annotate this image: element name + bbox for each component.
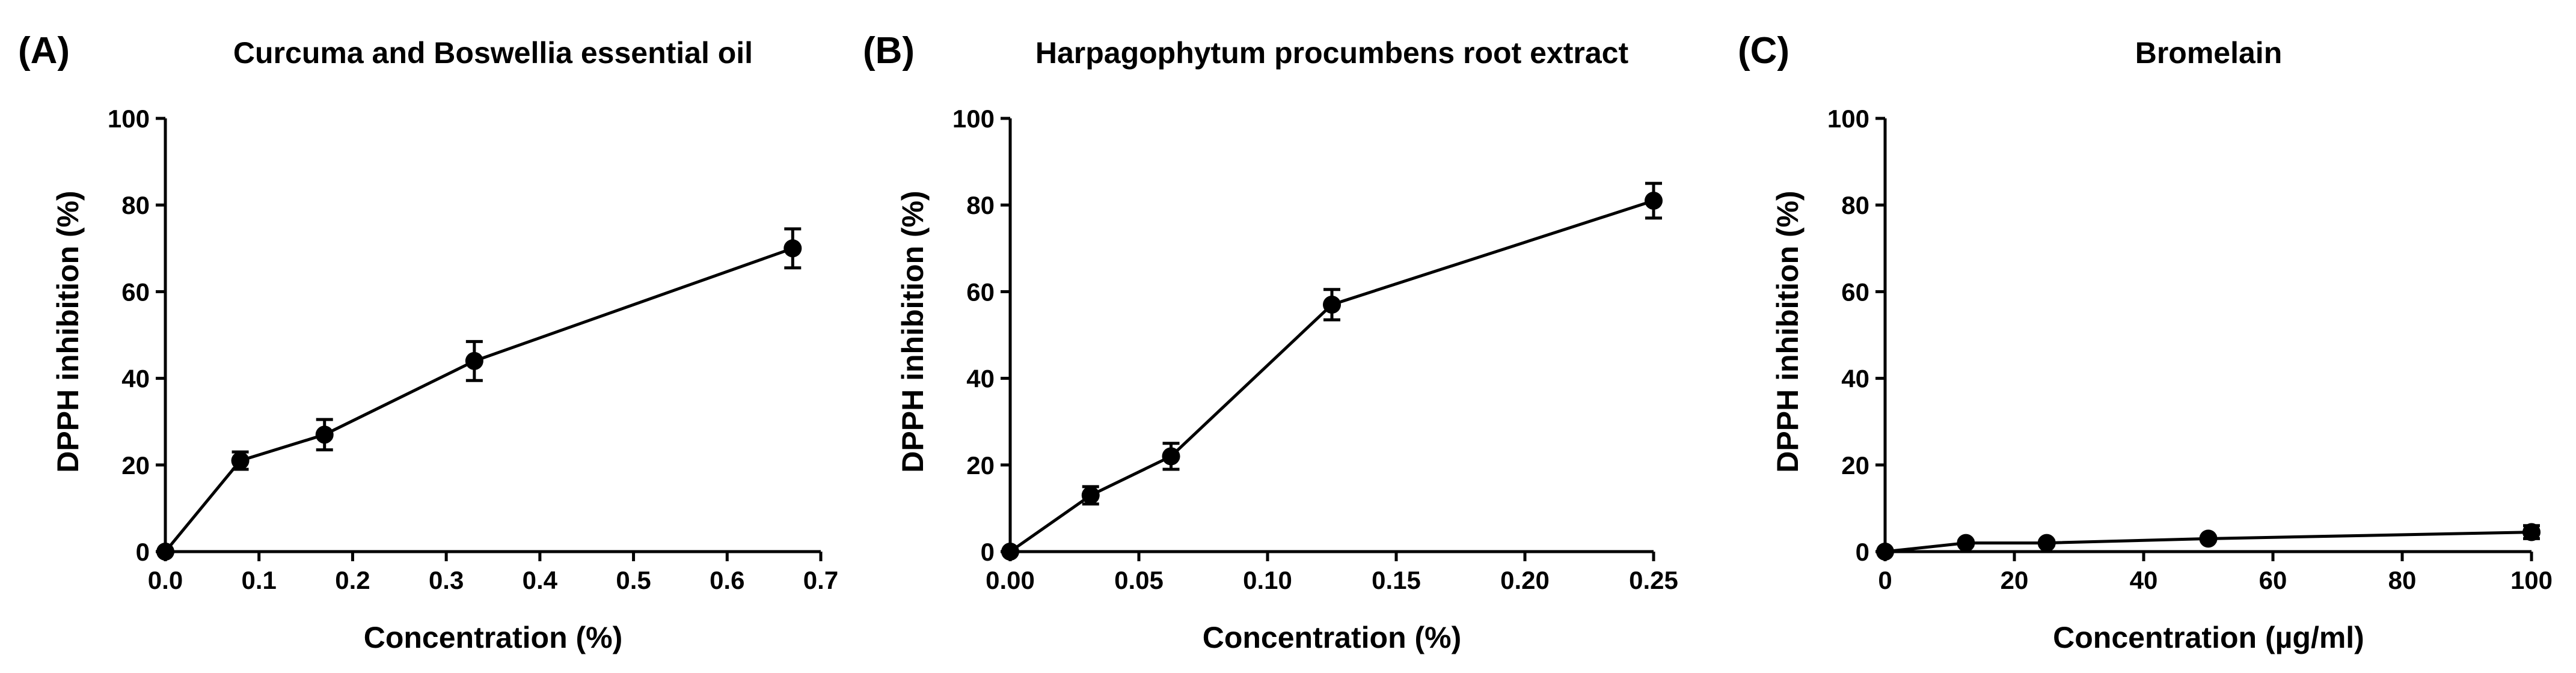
panel-b-x-tick-label: 0.00 xyxy=(986,566,1035,594)
panel-a-y-tick-label: 80 xyxy=(121,191,150,219)
panel-b-x-tick-label: 0.20 xyxy=(1500,566,1550,594)
panel-a-y-tick-label: 60 xyxy=(121,278,150,306)
panel-b: (B) Harpagophytum procumbens root extrac… xyxy=(863,30,1678,654)
panel-c-y-tick-label: 100 xyxy=(1827,105,1869,133)
panel-a-x-tick-label: 0.7 xyxy=(803,566,838,594)
panel-c-x-axis-label: Concentration (µg/ml) xyxy=(2053,621,2364,654)
panel-b-x-tick-label: 0.10 xyxy=(1243,566,1292,594)
panel-a-x-tick-label: 0.6 xyxy=(710,566,744,594)
panel-a-y-tick-label: 20 xyxy=(121,451,150,480)
panel-b-data-point xyxy=(1081,486,1100,505)
panel-b-y-tick-label: 0 xyxy=(981,538,995,566)
panel-c-y-tick-label: 40 xyxy=(1841,365,1869,393)
panel-c-x-tick-label: 60 xyxy=(2259,566,2287,594)
panel-a: (A) Curcuma and Boswellia essential oil … xyxy=(18,30,838,654)
panel-b-title: Harpagophytum procumbens root extract xyxy=(1035,36,1629,70)
panel-c-x-tick-label: 40 xyxy=(2130,566,2158,594)
panel-b-x-tick-label: 0.15 xyxy=(1372,566,1421,594)
panel-a-x-axis-label: Concentration (%) xyxy=(364,621,623,654)
panel-c-ticks: 0 20 40 60 80 100 0 20 40 60 80 100 xyxy=(1827,105,2553,594)
panel-a-x-tick-label: 0.5 xyxy=(616,566,651,594)
panel-b-data-point xyxy=(1645,191,1663,210)
panel-a-data-point xyxy=(315,425,334,444)
panel-c-y-axis-label: DPPH inhibition (%) xyxy=(1771,190,1805,472)
panel-b-x-axis-label: Concentration (%) xyxy=(1203,621,1462,654)
panel-a-title: Curcuma and Boswellia essential oil xyxy=(233,36,753,70)
panel-c-x-tick-label: 20 xyxy=(2001,566,2029,594)
panel-b-data-point xyxy=(1162,447,1180,466)
panel-c-series xyxy=(1876,523,2541,561)
panel-c-x-tick-label: 0 xyxy=(1878,566,1892,594)
panel-c-data-point xyxy=(1876,543,1894,561)
panel-c-data-point xyxy=(2037,534,2056,552)
panel-b-x-tick-label: 0.05 xyxy=(1114,566,1164,594)
panel-c-data-point xyxy=(1957,534,1975,552)
panel-c-x-tick-label: 80 xyxy=(2388,566,2417,594)
panel-c-title: Bromelain xyxy=(2135,36,2283,70)
panel-a-data-point xyxy=(231,451,250,470)
panel-b-data-point xyxy=(1323,296,1341,314)
panel-c: (C) Bromelain DPPH inhibition (%) Concen… xyxy=(1738,30,2553,654)
panel-a-y-tick-label: 0 xyxy=(136,538,150,566)
panel-b-y-tick-label: 20 xyxy=(966,451,995,480)
panel-a-data-point xyxy=(156,543,174,561)
panel-c-y-tick-label: 20 xyxy=(1841,451,1869,480)
panel-a-y-tick-label: 40 xyxy=(121,365,150,393)
panel-a-x-tick-label: 0.3 xyxy=(429,566,464,594)
panel-a-x-tick-label: 0.2 xyxy=(335,566,370,594)
panel-c-y-tick-label: 60 xyxy=(1841,278,1869,306)
panel-a-x-tick-label: 0.0 xyxy=(148,566,183,594)
panel-a-ticks: 0 20 40 60 80 100 0.0 0.1 0.2 0.3 0.4 0.5 0.6 0.7 xyxy=(108,105,838,594)
panel-b-letter: (B) xyxy=(863,30,915,72)
panel-b-series-line xyxy=(1009,199,1654,553)
panel-b-y-tick-label: 80 xyxy=(966,191,995,219)
panel-c-y-tick-label: 80 xyxy=(1841,191,1869,219)
panel-c-letter: (C) xyxy=(1738,30,1789,72)
panel-c-data-point xyxy=(2522,523,2541,541)
panel-a-letter: (A) xyxy=(18,30,70,72)
panel-a-x-tick-label: 0.1 xyxy=(242,566,277,594)
panel-a-y-tick-label: 100 xyxy=(108,105,150,133)
panel-a-series-line xyxy=(164,246,794,553)
panel-a-y-axis-label: DPPH inhibition (%) xyxy=(51,190,85,472)
panel-a-series xyxy=(156,227,802,561)
panel-b-y-axis-label: DPPH inhibition (%) xyxy=(896,190,930,472)
panel-b-y-tick-label: 100 xyxy=(952,105,995,133)
panel-a-data-point xyxy=(784,239,802,258)
panel-b-x-tick-label: 0.25 xyxy=(1629,566,1678,594)
panel-c-x-tick-label: 100 xyxy=(2510,566,2553,594)
panel-b-y-tick-label: 60 xyxy=(966,278,995,306)
panel-b-y-tick-label: 40 xyxy=(966,365,995,393)
panel-c-data-point xyxy=(2199,529,2218,548)
panel-b-axes xyxy=(1008,118,1654,553)
panel-b-series xyxy=(1001,181,1663,561)
panel-b-data-point xyxy=(1001,543,1019,561)
panel-a-data-point xyxy=(465,352,483,370)
panel-a-x-tick-label: 0.4 xyxy=(523,566,558,594)
panel-c-y-tick-label: 0 xyxy=(1856,538,1869,566)
panel-b-ticks: 0 20 40 60 80 100 0.00 0.05 0.10 0.15 0.20 0.25 xyxy=(952,105,1678,594)
panel-a-axes xyxy=(164,118,821,553)
panel-c-axes xyxy=(1883,118,2532,553)
